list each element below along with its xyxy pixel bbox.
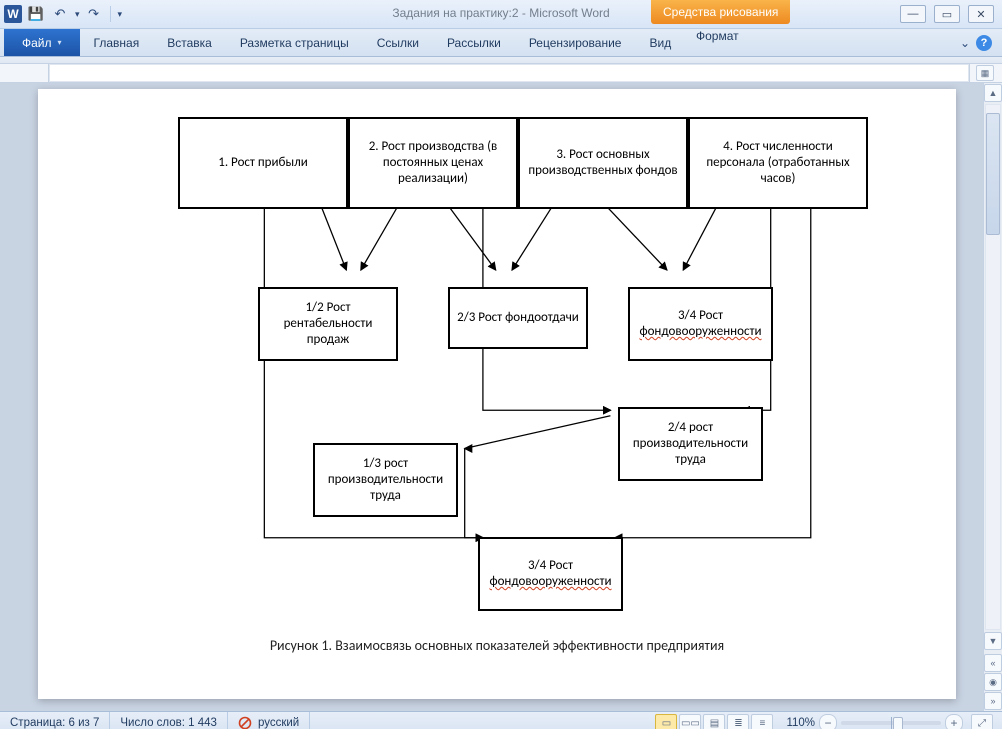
diagram-box-n1[interactable]: 1. Рост прибыли xyxy=(178,117,348,209)
qat-separator xyxy=(110,6,111,22)
browse-prev-button[interactable]: « xyxy=(984,654,1002,672)
scroll-down-button[interactable]: ▼ xyxy=(984,632,1002,650)
tab-разметка-страницы[interactable]: Разметка страницы xyxy=(226,29,363,56)
diagram-box-n3[interactable]: 3. Рост основных производственных фондов xyxy=(518,117,688,209)
browse-select-button[interactable]: ◉ xyxy=(984,673,1002,691)
quick-access-toolbar: W 💾 ↶ ▾ ↷ ▾ xyxy=(0,4,122,24)
zoom-controls: 110% − + ⤢ xyxy=(778,714,1002,729)
document-page[interactable]: 1. Рост прибыли2. Рост производства (в п… xyxy=(38,89,956,699)
horizontal-ruler-row: ▦ xyxy=(0,64,1002,83)
scroll-up-button[interactable]: ▲ xyxy=(984,84,1002,102)
diagram-box-n4[interactable]: 4. Рост численности персонала (отработан… xyxy=(688,117,868,209)
status-page[interactable]: Страница: 6 из 7 xyxy=(0,712,110,729)
word-app-icon: W xyxy=(4,5,22,23)
maximize-button[interactable]: ▭ xyxy=(934,5,960,23)
diagram-box-m12[interactable]: 1/2 Рост рентабельности продаж xyxy=(258,287,398,361)
zoom-percent-label[interactable]: 110% xyxy=(786,717,815,729)
zoom-out-button[interactable]: − xyxy=(819,714,837,729)
help-icon[interactable]: ? xyxy=(976,35,992,51)
zoom-slider-track[interactable] xyxy=(841,721,941,725)
scroll-thumb[interactable] xyxy=(986,113,1000,235)
zoom-slider-thumb[interactable] xyxy=(893,717,903,729)
diagram-box-m23[interactable]: 2/3 Рост фондоотдачи xyxy=(448,287,588,349)
undo-button[interactable]: ↶ xyxy=(50,4,70,24)
ruler-right-pad: ▦ xyxy=(969,64,1002,82)
tab-вид[interactable]: Вид xyxy=(635,29,685,56)
diagram-box-n2[interactable]: 2. Рост производства (в постоянных ценах… xyxy=(348,117,518,209)
ribbon-border xyxy=(0,57,1002,64)
page-container: 1. Рост прибыли2. Рост производства (в п… xyxy=(38,89,956,699)
tab-format[interactable]: Формат xyxy=(682,29,753,43)
view-print-layout-button[interactable]: ▭ xyxy=(655,714,677,729)
window-controls: — ▭ ✕ xyxy=(900,5,1002,23)
ribbon-minimize-icon[interactable]: ⌄ xyxy=(960,36,970,50)
ribbon-tabs: Файл ГлавнаяВставкаРазметка страницыСсыл… xyxy=(0,29,1002,57)
title-bar: W 💾 ↶ ▾ ↷ ▾ Задания на практику:2 - Micro… xyxy=(0,0,1002,29)
figure-caption: Рисунок 1. Взаимосвязь основных показате… xyxy=(38,637,956,654)
ruler-toggle-button[interactable]: ▦ xyxy=(976,65,994,81)
qat-customize-dropdown[interactable]: ▾ xyxy=(118,9,123,20)
tab-ссылки[interactable]: Ссылки xyxy=(363,29,433,56)
status-language[interactable]: русский xyxy=(228,712,310,729)
scroll-track[interactable] xyxy=(985,104,1001,630)
spellcheck-icon xyxy=(238,716,252,729)
diagram-box-bot[interactable]: 3/4 Рост фондовооруженности xyxy=(478,537,623,611)
tab-рассылки[interactable]: Рассылки xyxy=(433,29,515,56)
tab-главная[interactable]: Главная xyxy=(80,29,154,56)
view-fullscreen-reading-button[interactable]: ▭▭ xyxy=(679,714,701,729)
view-web-layout-button[interactable]: ▤ xyxy=(703,714,725,729)
status-language-label: русский xyxy=(258,717,299,729)
contextual-tab-drawing-tools: Средства рисования xyxy=(651,0,790,24)
close-button[interactable]: ✕ xyxy=(968,5,994,23)
tab-file[interactable]: Файл xyxy=(4,29,80,56)
diagram-box-b24[interactable]: 2/4 рост производительности труда xyxy=(618,407,763,481)
horizontal-ruler[interactable] xyxy=(49,64,969,82)
tab-рецензирование[interactable]: Рецензирование xyxy=(515,29,636,56)
tab-вставка[interactable]: Вставка xyxy=(153,29,226,56)
browse-next-button[interactable]: » xyxy=(984,692,1002,710)
undo-dropdown-icon[interactable]: ▾ xyxy=(75,9,80,20)
view-draft-button[interactable]: ≡ xyxy=(751,714,773,729)
view-outline-button[interactable]: ≣ xyxy=(727,714,749,729)
redo-button[interactable]: ↷ xyxy=(84,4,104,24)
status-word-count[interactable]: Число слов: 1 443 xyxy=(110,712,228,729)
zoom-fit-button[interactable]: ⤢ xyxy=(971,714,993,729)
ruler-corner xyxy=(0,64,49,82)
status-bar: Страница: 6 из 7 Число слов: 1 443 русск… xyxy=(0,711,1002,729)
document-workspace: 1. Рост прибыли2. Рост производства (в п… xyxy=(0,83,1002,711)
save-button[interactable]: 💾 xyxy=(26,4,46,24)
diagram-box-b13[interactable]: 1/3 рост производительности труда xyxy=(313,443,458,517)
diagram-box-m34[interactable]: 3/4 Рост фондовооруженности xyxy=(628,287,773,361)
view-buttons-group: ▭ ▭▭ ▤ ≣ ≡ xyxy=(650,714,778,729)
vertical-scrollbar[interactable]: ▲ ▼ « ◉ » xyxy=(983,83,1002,711)
minimize-button[interactable]: — xyxy=(900,5,926,23)
zoom-in-button[interactable]: + xyxy=(945,714,963,729)
window-title: Задания на практику:2 - Microsoft Word xyxy=(0,6,1002,20)
diagram-canvas: 1. Рост прибыли2. Рост производства (в п… xyxy=(178,117,888,627)
